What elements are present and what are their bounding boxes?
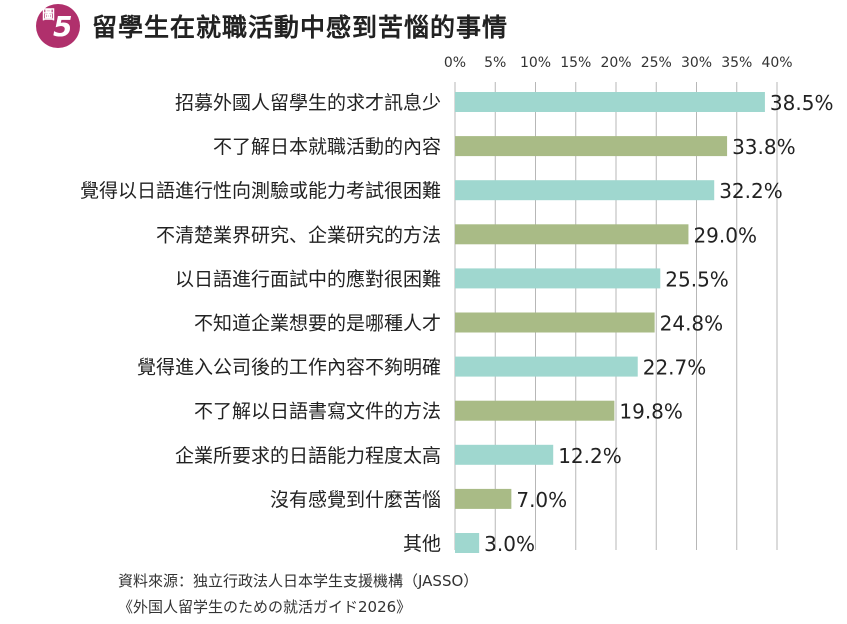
value-label: 32.2% xyxy=(719,179,783,203)
value-label: 3.0% xyxy=(484,532,535,556)
x-tick-label: 10% xyxy=(520,55,551,71)
bar xyxy=(455,356,638,377)
value-label: 29.0% xyxy=(693,223,757,247)
badge-kanji: 圖 xyxy=(42,8,56,23)
source-line-1: 資料來源：独立行政法人日本学生支援機構（JASSO） xyxy=(118,572,479,590)
value-label: 19.8% xyxy=(619,400,683,424)
x-tick-label: 5% xyxy=(484,55,506,71)
value-label: 33.8% xyxy=(732,135,796,159)
figure-number-badge: 圖 5 xyxy=(36,4,80,48)
category-label: 不了解日本就職活動的內容 xyxy=(213,136,441,158)
category-label: 招募外國人留學生的求才訊息少 xyxy=(175,92,441,114)
badge-number: 5 xyxy=(53,10,73,43)
x-tick-label: 15% xyxy=(560,55,591,71)
bar xyxy=(455,180,715,201)
value-label: 12.2% xyxy=(558,444,622,468)
value-label: 7.0% xyxy=(516,488,567,512)
x-tick-label: 30% xyxy=(681,55,712,71)
value-label: 24.8% xyxy=(660,312,724,336)
source-note: 資料來源：独立行政法人日本学生支援機構（JASSO） 《外国人留学生のための就活… xyxy=(118,568,478,620)
category-label: 以日語進行面試中的應對很困難 xyxy=(175,267,441,290)
bar xyxy=(455,444,554,465)
bar xyxy=(455,268,661,289)
x-tick-label: 40% xyxy=(761,55,792,71)
bar xyxy=(455,92,765,112)
chart-title: 留學生在就職活動中感到苦惱的事情 xyxy=(92,13,509,42)
category-label: 沒有感覺到什麼苦惱 xyxy=(270,489,441,511)
bar xyxy=(455,533,480,553)
bar xyxy=(455,312,655,333)
bar xyxy=(455,400,615,421)
category-label: 覺得進入公司後的工作內容不夠明確 xyxy=(137,357,441,379)
source-line-2: 《外国人留学生のための就活ガイド2026》 xyxy=(118,598,412,616)
x-tick-label: 20% xyxy=(600,55,631,71)
x-tick-label: 35% xyxy=(721,55,752,71)
bar xyxy=(455,136,728,157)
bar xyxy=(455,224,689,245)
category-label: 不知道企業想要的是哪種人才 xyxy=(194,313,441,335)
value-label: 25.5% xyxy=(665,267,729,291)
value-label: 38.5% xyxy=(770,91,834,115)
value-label: 22.7% xyxy=(643,356,707,380)
category-label: 其他 xyxy=(403,533,441,555)
bar xyxy=(455,488,512,509)
figure-header: 圖 5 留學生在就職活動中感到苦惱的事情 xyxy=(36,4,508,48)
category-label: 覺得以日語進行性向測驗或能力考試很困難 xyxy=(80,180,441,202)
x-tick-label: 25% xyxy=(641,55,672,71)
category-label: 企業所要求的日語能力程度太高 xyxy=(175,445,441,467)
x-tick-label: 0% xyxy=(444,55,466,71)
category-label: 不清楚業界研究、企業研究的方法 xyxy=(156,224,441,246)
category-label: 不了解以日語書寫文件的方法 xyxy=(194,401,441,423)
